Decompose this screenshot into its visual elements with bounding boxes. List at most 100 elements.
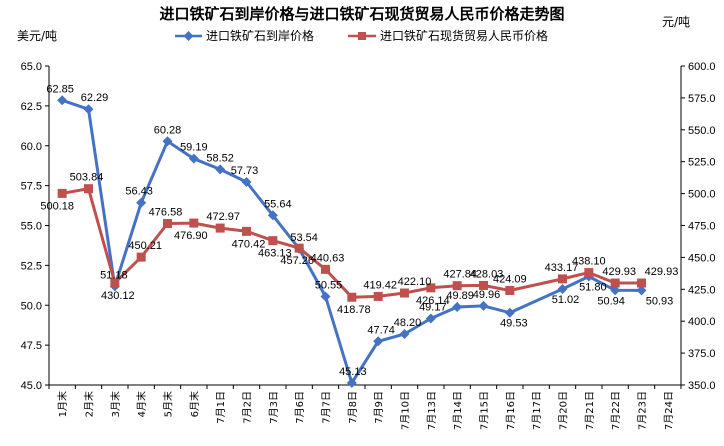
series-1-point [241, 176, 252, 187]
right-tick-label: 525.0 [688, 157, 716, 169]
x-tick-label: 7月23日 [637, 391, 649, 430]
right-axis-ticks: 350.0 375.0 400.0 425.0 450.0 475.0 500.0 525.0… [681, 61, 716, 392]
series-2-data-label: 433.17 [545, 262, 579, 274]
series-2-point [136, 252, 146, 262]
series-2-point [57, 188, 67, 198]
series-1-point [425, 313, 436, 324]
series-2-data-label: 429.93 [602, 266, 636, 278]
series-1-data-label: 57.73 [231, 165, 259, 177]
series-1-point [610, 285, 621, 296]
series-2-data-label: 418.78 [337, 304, 371, 316]
series-1-data-label: 51.80 [579, 282, 607, 294]
x-tick-label: 3月末 [109, 391, 122, 417]
series-2-data-label: 476.58 [149, 206, 183, 218]
series-1-point [504, 307, 515, 318]
x-tick-label: 7月15日 [479, 391, 491, 430]
series-1-data-label: 53.54 [290, 232, 318, 244]
left-axis-unit: 美元/吨 [17, 29, 57, 43]
series-2-data-label: 470.42 [232, 238, 266, 250]
series-2-data-label: 440.63 [311, 252, 345, 264]
series-1-data-label: 45.13 [339, 366, 367, 378]
x-tick-label: 7月9日 [373, 391, 385, 424]
series-1-point [452, 302, 463, 313]
series-2-data-label: 457.26 [280, 255, 314, 267]
series-2-data-label: 450.21 [128, 240, 162, 252]
right-axis-unit: 元/吨 [662, 15, 690, 29]
series-1-data-label: 49.17 [419, 301, 447, 313]
x-tick-label: 1月末 [56, 391, 69, 417]
left-tick-label: 60.0 [21, 141, 42, 153]
series-2-data-label: 476.90 [174, 230, 208, 242]
series-1-data-label: 51.18 [100, 269, 128, 281]
series-1-point [83, 104, 94, 115]
series-2-data-label: 503.84 [70, 172, 104, 184]
x-tick-label: 7月10日 [400, 391, 412, 430]
series-2-point [215, 223, 225, 233]
chart-title: 进口铁矿石到岸价格与进口铁矿石现货贸易人民币价格走势图 [159, 5, 564, 23]
series-1-data-label: 47.74 [367, 324, 395, 336]
series-2-data-label: 422.10 [398, 276, 432, 288]
series-2-data-label: 500.18 [40, 200, 74, 212]
left-tick-label: 50.0 [21, 300, 42, 312]
series-1-point [267, 210, 278, 221]
series-1-point [399, 328, 410, 339]
series-1-data-label: 62.29 [81, 92, 109, 104]
left-tick-label: 62.5 [21, 101, 42, 113]
legend-item-series-2: 进口铁矿石现货贸易人民币价格 [348, 28, 548, 43]
x-tick-label: 7月20日 [558, 391, 570, 430]
right-tick-label: 450.0 [688, 252, 716, 264]
series-1-data-label: 49.96 [473, 289, 501, 301]
x-tick-label: 7月8日 [347, 391, 359, 424]
right-tick-label: 500.0 [688, 189, 716, 201]
x-axis-ticks: 1月末 2月末 3月末 4月末 5月末 6月末 7月1日 7月2日 7月3日 7月6日 7月7日 7月… [48, 385, 682, 430]
x-tick-label: 6月末 [188, 391, 201, 417]
series-2-point [426, 283, 436, 293]
x-tick-label: 7月13日 [426, 391, 438, 430]
x-tick-label: 7月1日 [215, 391, 227, 424]
series-2-point [110, 278, 120, 288]
series-1-data-label: 50.55 [315, 279, 343, 291]
series-1-data-label: 60.28 [154, 124, 182, 136]
right-tick-label: 600.0 [688, 61, 716, 73]
series-1-point [557, 283, 568, 294]
legend: 进口铁矿石到岸价格 进口铁矿石现货贸易人民币价格 [175, 28, 548, 43]
series-2-data-label: 428.03 [470, 268, 504, 280]
series-2-point [558, 274, 567, 284]
series-2-data-label: 427.84 [443, 269, 477, 281]
series-line-2 [61, 187, 642, 299]
x-tick-label: 4月末 [135, 391, 148, 417]
series-2-point [268, 236, 278, 246]
left-tick-label: 65.0 [21, 61, 42, 73]
series-2-point [479, 280, 488, 290]
series-2-data-label: 419.42 [363, 279, 397, 291]
series-1-point [636, 285, 647, 296]
x-tick-label: 7月16日 [505, 391, 517, 430]
x-tick-label: 7月24日 [663, 391, 675, 430]
series-2-point [163, 218, 172, 228]
x-tick-label: 7月21日 [584, 391, 596, 430]
series-2-point [242, 226, 251, 236]
left-tick-label: 45.0 [21, 380, 42, 392]
series-1-data-label: 51.02 [552, 294, 580, 306]
series-2-point [84, 184, 93, 194]
right-tick-label: 350.0 [688, 380, 716, 392]
series-2-data-label: 429.93 [645, 266, 679, 278]
legend-item-series-1: 进口铁矿石到岸价格 [175, 28, 314, 43]
series-layer [57, 95, 647, 388]
series-1-point [346, 377, 357, 388]
series-1-data-label: 59.19 [180, 142, 208, 154]
right-tick-label: 375.0 [688, 348, 716, 360]
x-tick-label: 7月14日 [452, 391, 464, 430]
series-1-point [136, 197, 147, 208]
series-2-data-label: 424.09 [493, 273, 527, 285]
x-tick-label: 5月末 [162, 391, 175, 417]
series-1-data-label: 49.89 [446, 290, 474, 302]
series-2-point [294, 243, 304, 253]
series-2-point [373, 291, 383, 301]
series-2-data-label: 430.12 [101, 290, 135, 302]
series-2-data-label: 438.10 [572, 256, 606, 268]
series-1-point [162, 136, 173, 147]
series-1-data-label: 48.20 [394, 317, 422, 329]
